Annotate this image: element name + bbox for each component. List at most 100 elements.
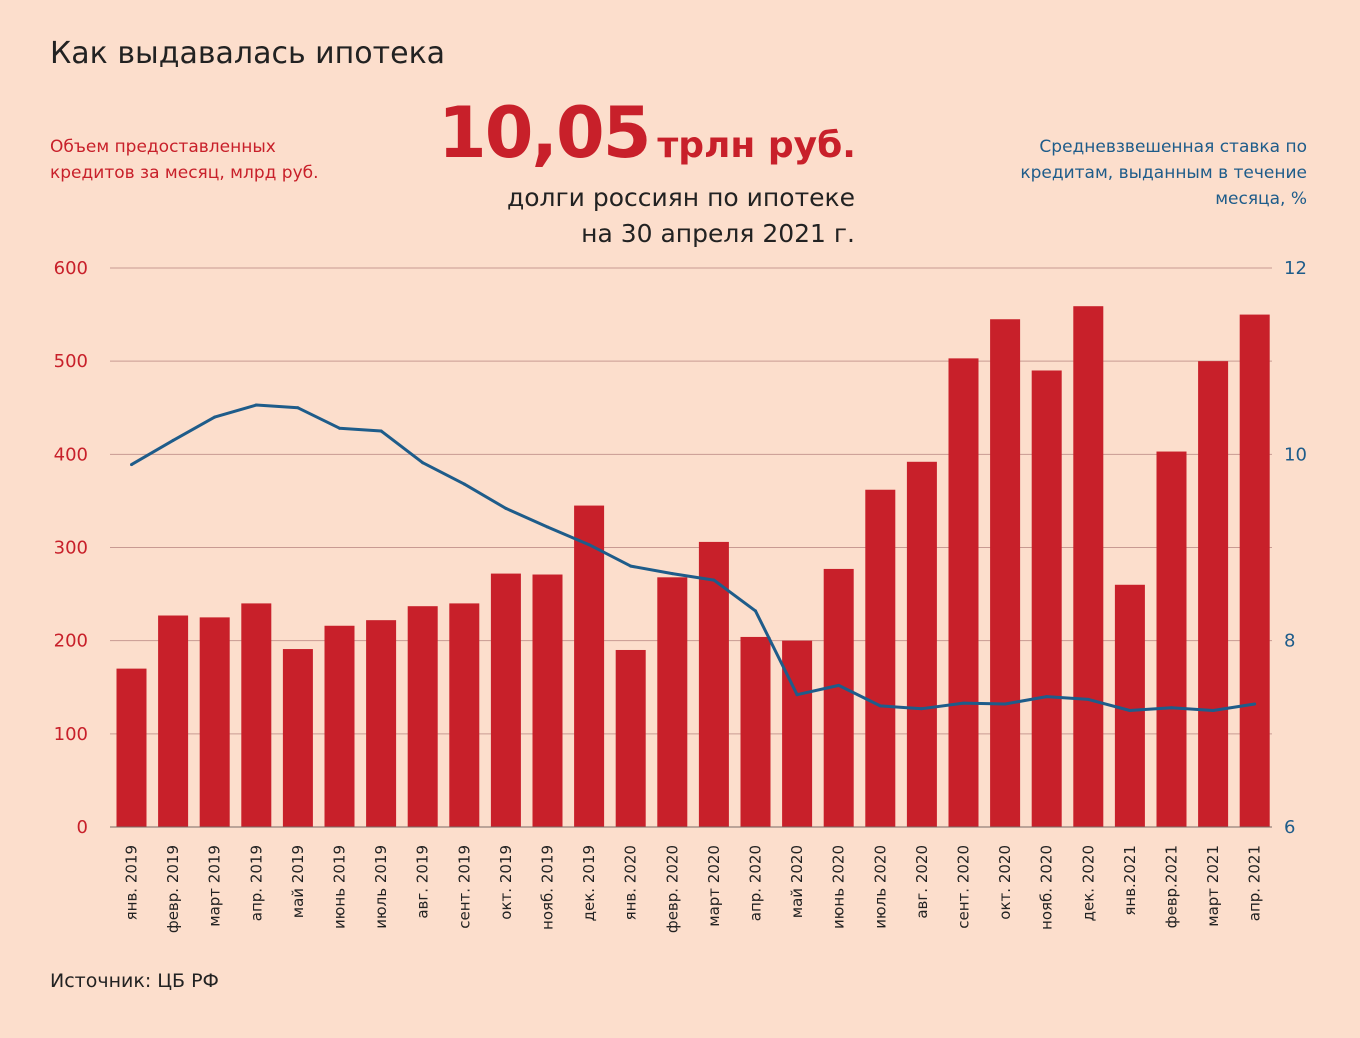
x-tick-label: янв.2021 xyxy=(1121,845,1139,916)
x-tick-label: дек. 2019 xyxy=(580,845,598,921)
rate-point xyxy=(1003,702,1007,706)
bar xyxy=(199,617,230,827)
x-tick-label: март 2019 xyxy=(206,845,224,927)
left-axis-label: Объем предоставленных кредитов за месяц,… xyxy=(50,137,319,183)
rate-point xyxy=(754,609,757,613)
x-tick-label: авг. 2020 xyxy=(913,845,931,919)
bar xyxy=(574,505,605,827)
bar xyxy=(1031,370,1062,827)
bar xyxy=(158,615,189,827)
x-tick-label: март 2020 xyxy=(705,845,723,927)
x-tick-label: июнь 2020 xyxy=(830,845,848,929)
y-left-tick-label: 100 xyxy=(54,724,88,745)
bar xyxy=(490,573,521,827)
y-left-tick-label: 400 xyxy=(54,444,88,465)
x-tick-label: нояб. 2020 xyxy=(1038,845,1056,930)
headline-caption-line1: долги россиян по ипотеке xyxy=(506,183,855,212)
rate-point xyxy=(421,461,425,465)
rate-point xyxy=(213,415,217,419)
x-tick-label: апр. 2019 xyxy=(247,845,265,921)
y-right-tick-label: 12 xyxy=(1284,258,1307,279)
rate-point xyxy=(130,463,133,467)
y-right-tick-label: 10 xyxy=(1284,444,1307,465)
x-tick-label: сент. 2020 xyxy=(955,845,973,929)
rate-point xyxy=(504,506,508,510)
rate-point xyxy=(962,701,965,705)
bar xyxy=(782,640,813,827)
source-note: Источник: ЦБ РФ xyxy=(50,970,219,992)
x-tick-label: янв. 2019 xyxy=(123,845,141,920)
bar xyxy=(1073,306,1104,827)
bar xyxy=(449,603,480,827)
rate-point xyxy=(1211,709,1215,713)
bar xyxy=(615,649,646,827)
rate-point xyxy=(379,429,383,433)
y-right-tick-label: 6 xyxy=(1284,817,1295,838)
rate-point xyxy=(338,426,341,430)
bar xyxy=(698,541,729,827)
rate-point xyxy=(462,482,466,486)
rate-point xyxy=(878,704,882,708)
rate-point xyxy=(712,578,716,582)
headline-caption-line2: на 30 апреля 2021 г. xyxy=(581,219,855,248)
x-tick-label: февр.2021 xyxy=(1163,845,1181,928)
y-left-tick-label: 300 xyxy=(54,538,88,559)
rate-point xyxy=(670,572,674,576)
bar xyxy=(116,668,147,827)
headline: 10,05 трлн руб. xyxy=(438,92,856,174)
y-left-tick-label: 600 xyxy=(54,258,88,279)
rate-point xyxy=(837,683,841,687)
right-axis-label: Средневзвешенная ставка по кредитам, выд… xyxy=(1020,137,1307,209)
x-tick-label: март 2021 xyxy=(1204,845,1222,927)
x-tick-label: февр. 2019 xyxy=(164,845,182,933)
bar xyxy=(366,620,397,827)
rate-point xyxy=(920,707,924,711)
x-tick-label: окт. 2020 xyxy=(996,845,1014,920)
headline-unit: трлн руб. xyxy=(657,125,856,166)
rate-point xyxy=(1253,702,1257,706)
bar xyxy=(1198,361,1229,827)
x-tick-label: окт. 2019 xyxy=(497,845,515,920)
bar xyxy=(1156,451,1187,827)
bar xyxy=(865,489,896,827)
rate-point xyxy=(296,406,300,410)
x-tick-label: июль 2019 xyxy=(372,845,390,929)
x-tick-label: янв. 2020 xyxy=(622,845,640,920)
bar xyxy=(1114,584,1145,827)
x-tick-label: нояб. 2019 xyxy=(539,845,557,930)
rate-point xyxy=(546,525,549,529)
headline-value: 10,05 xyxy=(438,92,651,174)
y-right-tick-label: 8 xyxy=(1284,631,1295,652)
rate-point xyxy=(254,403,258,407)
rate-line xyxy=(130,403,1255,712)
bar xyxy=(241,603,272,827)
bar xyxy=(948,358,979,827)
rate-point xyxy=(1086,697,1090,701)
bar xyxy=(532,574,563,827)
x-tick-label: май 2020 xyxy=(788,845,806,918)
bar xyxy=(1239,314,1270,827)
rate-point xyxy=(1045,695,1049,699)
y-left-tick-label: 0 xyxy=(77,817,88,838)
y-left-tick-label: 500 xyxy=(54,351,88,372)
bar xyxy=(324,625,355,827)
rate-point xyxy=(1170,706,1173,710)
x-tick-label: февр. 2020 xyxy=(663,845,681,933)
bar xyxy=(740,636,771,827)
x-tick-label: июнь 2019 xyxy=(331,845,349,929)
rate-point xyxy=(171,438,175,442)
bar xyxy=(657,577,688,827)
x-tick-label: июль 2020 xyxy=(871,845,889,929)
rate-point xyxy=(629,564,633,568)
rate-point xyxy=(795,693,799,697)
headline-caption: долги россиян по ипотеке на 30 апреля 20… xyxy=(400,180,855,252)
rate-point xyxy=(587,543,591,547)
bar xyxy=(407,606,438,827)
x-tick-label: май 2019 xyxy=(289,845,307,918)
x-tick-label: дек. 2020 xyxy=(1079,845,1097,921)
y-left-tick-label: 200 xyxy=(54,631,88,652)
x-tick-label: апр. 2020 xyxy=(747,845,765,921)
x-tick-label: сент. 2019 xyxy=(455,845,473,929)
bar xyxy=(906,461,937,827)
